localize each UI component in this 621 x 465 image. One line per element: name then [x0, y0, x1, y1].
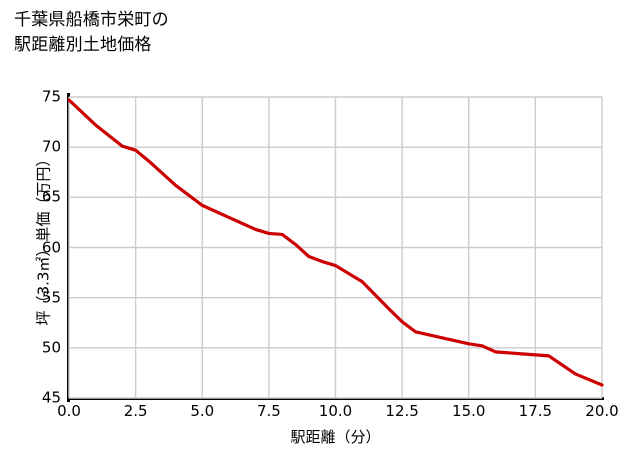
x-tick-label: 12.5: [385, 402, 419, 420]
grid-lines: [68, 96, 603, 399]
x-tick-label: 0.0: [57, 402, 81, 420]
y-tick-label: 65: [41, 187, 61, 206]
data-line: [67, 98, 604, 387]
chart-title: 千葉県船橋市栄町の 駅距離別土地価格: [14, 10, 169, 55]
x-tick-label: 5.0: [190, 402, 215, 420]
y-tick-label: 45: [41, 388, 61, 407]
y-tick-label: 75: [41, 87, 61, 106]
plot-area: [67, 96, 604, 399]
y-tick-label: 55: [41, 288, 61, 307]
x-tick-label: 15.0: [452, 402, 486, 420]
x-tick-label: 17.5: [518, 402, 553, 420]
x-tick-label: 2.5: [123, 402, 148, 420]
y-tick-label: 60: [41, 238, 61, 256]
y-tick-label: 70: [41, 137, 61, 156]
x-axis-label: 駅距離（分）: [290, 428, 381, 446]
x-tick-label: 10.0: [318, 402, 353, 420]
y-tick-label: 50: [41, 338, 61, 357]
x-tick-label: 20.0: [585, 402, 619, 420]
data-line-series: [67, 98, 604, 387]
y-axis-label: 坪（3.3㎡）単価（万円）: [34, 151, 53, 326]
y-axis-tick-labels: 45 50 55 60 65 70 75: [9, 0, 61, 465]
x-tick-label: 7.5: [256, 402, 281, 420]
